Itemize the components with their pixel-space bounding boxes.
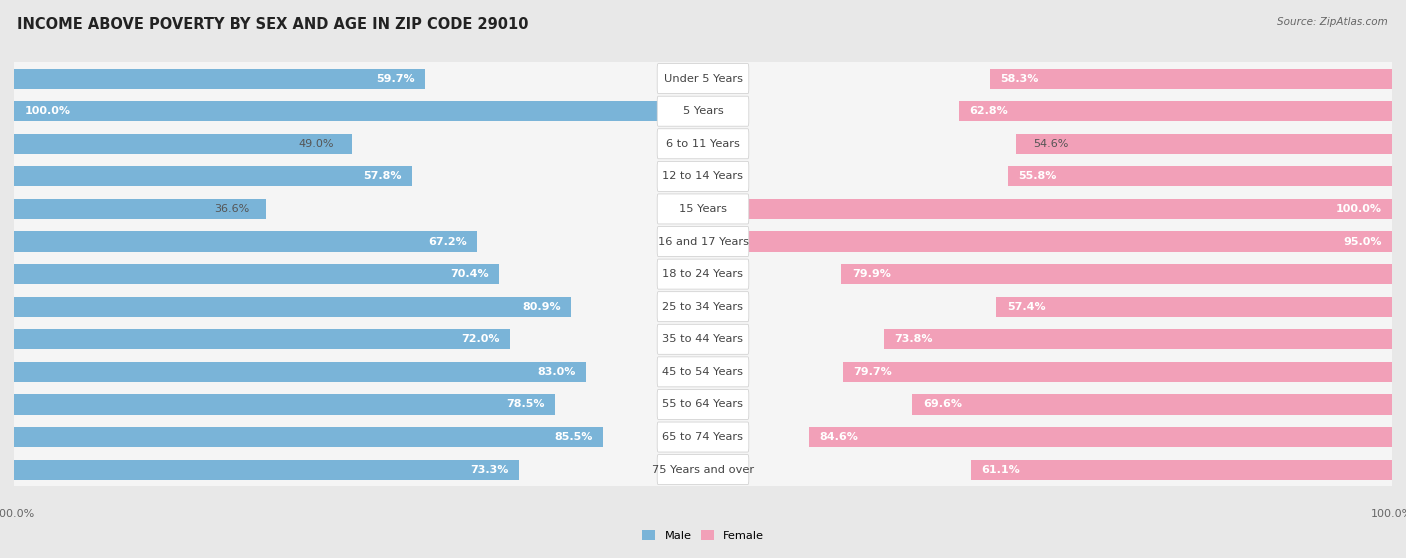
Text: 61.1%: 61.1% [981,465,1021,475]
Bar [14,264,499,284]
Bar [808,427,1392,447]
Text: 65 to 74 Years: 65 to 74 Years [662,432,744,442]
Bar [883,329,1392,349]
Text: 55.8%: 55.8% [1018,171,1056,181]
Text: 83.0%: 83.0% [537,367,575,377]
FancyBboxPatch shape [657,194,749,224]
Text: 67.2%: 67.2% [427,237,467,247]
Text: 78.5%: 78.5% [506,400,544,410]
Bar [14,329,510,349]
Text: 16 and 17 Years: 16 and 17 Years [658,237,748,247]
Bar [14,427,603,447]
Text: 12 to 14 Years: 12 to 14 Years [662,171,744,181]
FancyBboxPatch shape [657,259,749,289]
Text: 84.6%: 84.6% [820,432,858,442]
Text: 95.0%: 95.0% [1343,237,1382,247]
Bar [14,355,1392,388]
Bar [990,69,1392,89]
Bar [14,95,1392,127]
Text: 73.8%: 73.8% [894,334,932,344]
Bar [912,395,1392,415]
Bar [14,453,1392,486]
Bar [842,362,1392,382]
FancyBboxPatch shape [657,161,749,191]
FancyBboxPatch shape [657,455,749,484]
Bar [14,160,1392,193]
Text: 25 to 34 Years: 25 to 34 Years [662,302,744,312]
Text: 35 to 44 Years: 35 to 44 Years [662,334,744,344]
Bar [14,421,1392,453]
Text: 69.6%: 69.6% [922,400,962,410]
FancyBboxPatch shape [657,389,749,420]
Bar [841,264,1392,284]
Bar [972,460,1392,480]
FancyBboxPatch shape [657,129,749,159]
Text: 100.0%: 100.0% [24,106,70,116]
FancyBboxPatch shape [657,324,749,354]
Bar [14,166,412,186]
Text: Source: ZipAtlas.com: Source: ZipAtlas.com [1277,17,1388,27]
Text: 75 Years and over: 75 Years and over [652,465,754,475]
Bar [14,193,1392,225]
Text: 73.3%: 73.3% [471,465,509,475]
Text: 5 Years: 5 Years [683,106,723,116]
FancyBboxPatch shape [657,96,749,126]
Bar [14,232,477,252]
Bar [1015,134,1392,154]
Text: 80.9%: 80.9% [523,302,561,312]
Text: 79.9%: 79.9% [852,269,890,279]
Bar [14,62,1392,95]
Text: 58.3%: 58.3% [1001,74,1039,84]
Text: 57.8%: 57.8% [363,171,402,181]
Text: 59.7%: 59.7% [377,74,415,84]
Legend: Male, Female: Male, Female [637,526,769,546]
Bar [14,69,426,89]
Bar [14,127,1392,160]
Bar [14,297,571,317]
Text: 36.6%: 36.6% [214,204,249,214]
Text: 54.6%: 54.6% [1033,139,1069,149]
Text: 18 to 24 Years: 18 to 24 Years [662,269,744,279]
Text: 49.0%: 49.0% [299,139,335,149]
Bar [14,101,703,121]
Text: 45 to 54 Years: 45 to 54 Years [662,367,744,377]
Bar [997,297,1392,317]
Text: 72.0%: 72.0% [461,334,499,344]
Text: 70.4%: 70.4% [450,269,489,279]
Bar [959,101,1392,121]
Text: 79.7%: 79.7% [853,367,891,377]
Text: INCOME ABOVE POVERTY BY SEX AND AGE IN ZIP CODE 29010: INCOME ABOVE POVERTY BY SEX AND AGE IN Z… [17,17,529,32]
FancyBboxPatch shape [657,357,749,387]
Bar [703,199,1392,219]
Text: 62.8%: 62.8% [970,106,1008,116]
FancyBboxPatch shape [657,422,749,452]
FancyBboxPatch shape [657,227,749,257]
Text: 85.5%: 85.5% [554,432,593,442]
Bar [1008,166,1392,186]
Bar [14,460,519,480]
Bar [14,225,1392,258]
Bar [14,388,1392,421]
Bar [14,323,1392,355]
Bar [14,199,266,219]
Bar [14,134,352,154]
Text: Under 5 Years: Under 5 Years [664,74,742,84]
FancyBboxPatch shape [657,64,749,94]
Bar [14,290,1392,323]
Text: 57.4%: 57.4% [1007,302,1046,312]
Bar [14,395,555,415]
Text: 55 to 64 Years: 55 to 64 Years [662,400,744,410]
Bar [14,362,586,382]
FancyBboxPatch shape [657,292,749,321]
Bar [14,258,1392,290]
Bar [738,232,1392,252]
Text: 15 Years: 15 Years [679,204,727,214]
Text: 100.0%: 100.0% [1336,204,1382,214]
Text: 6 to 11 Years: 6 to 11 Years [666,139,740,149]
